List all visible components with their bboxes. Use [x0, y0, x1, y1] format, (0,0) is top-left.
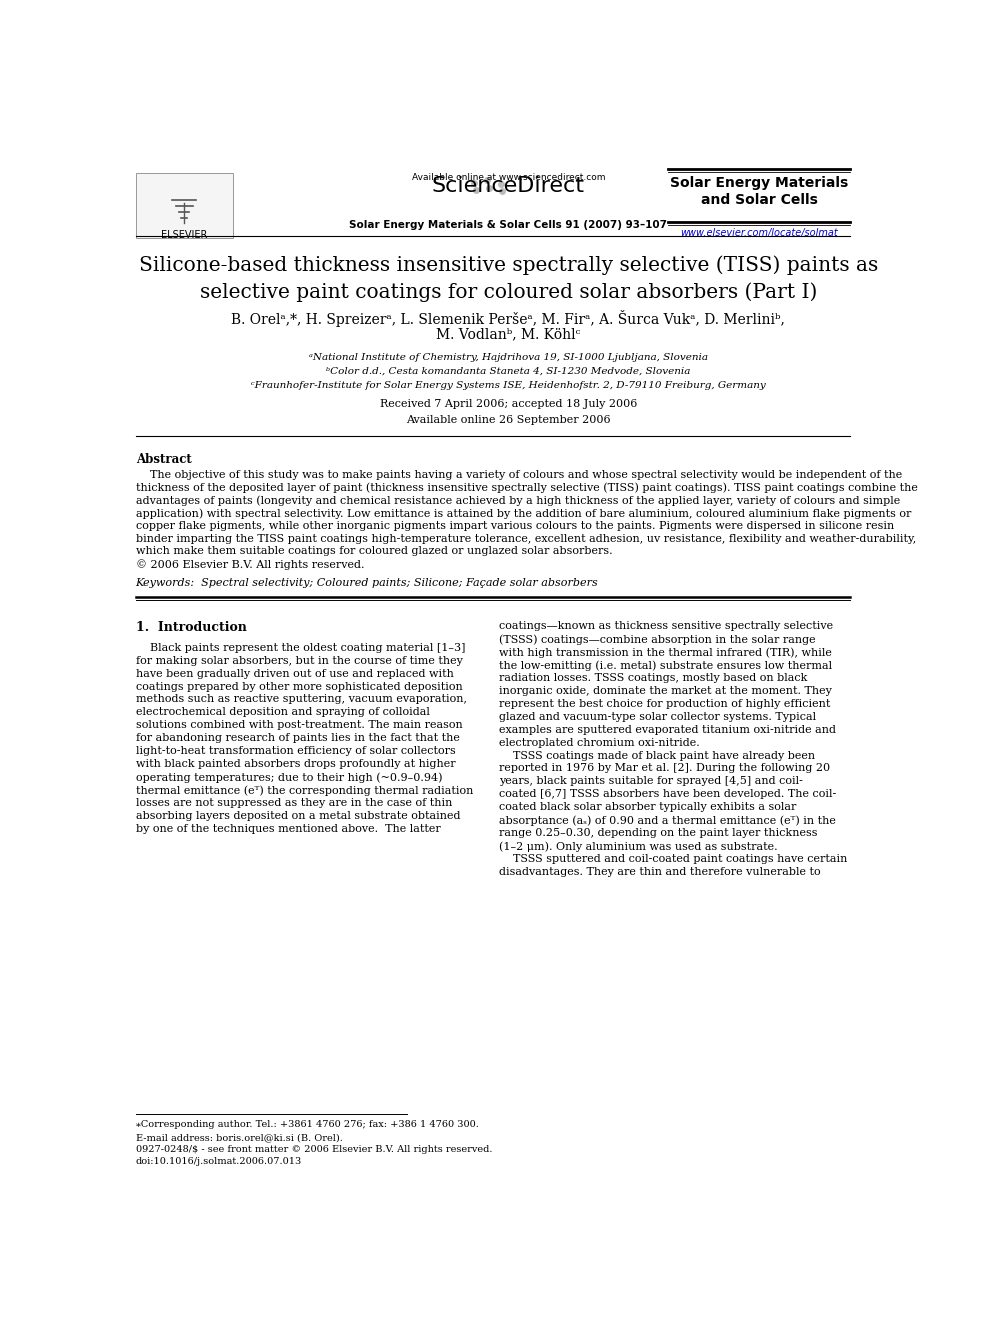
Text: represent the best choice for production of highly efficient: represent the best choice for production… — [499, 699, 830, 709]
Text: disadvantages. They are thin and therefore vulnerable to: disadvantages. They are thin and therefo… — [499, 867, 820, 877]
Text: range 0.25–0.30, depending on the paint layer thickness: range 0.25–0.30, depending on the paint … — [499, 828, 817, 839]
Text: solutions combined with post-treatment. The main reason: solutions combined with post-treatment. … — [136, 720, 462, 730]
Text: ScienceDirect: ScienceDirect — [432, 176, 585, 197]
Text: Received 7 April 2006; accepted 18 July 2006: Received 7 April 2006; accepted 18 July … — [380, 400, 637, 409]
Text: TSSS coatings made of black paint have already been: TSSS coatings made of black paint have a… — [499, 750, 814, 761]
Text: 0927-0248/$ - see front matter © 2006 Elsevier B.V. All rights reserved.: 0927-0248/$ - see front matter © 2006 El… — [136, 1146, 492, 1154]
Text: Abstract: Abstract — [136, 454, 191, 466]
Text: inorganic oxide, dominate the market at the moment. They: inorganic oxide, dominate the market at … — [499, 685, 831, 696]
Text: electrochemical deposition and spraying of colloidal: electrochemical deposition and spraying … — [136, 708, 430, 717]
Text: by one of the techniques mentioned above.  The latter: by one of the techniques mentioned above… — [136, 824, 440, 833]
Text: application) with spectral selectivity. Low emittance is attained by the additio: application) with spectral selectivity. … — [136, 508, 911, 519]
Text: copper flake pigments, while other inorganic pigments impart various colours to : copper flake pigments, while other inorg… — [136, 521, 894, 531]
Text: electroplated chromium oxi-nitride.: electroplated chromium oxi-nitride. — [499, 737, 699, 747]
Text: coatings—known as thickness sensitive spectrally selective: coatings—known as thickness sensitive sp… — [499, 620, 833, 631]
Text: 1.  Introduction: 1. Introduction — [136, 620, 246, 634]
Text: with black painted absorbers drops profoundly at higher: with black painted absorbers drops profo… — [136, 759, 455, 769]
Text: which make them suitable coatings for coloured glazed or unglazed solar absorber: which make them suitable coatings for co… — [136, 546, 612, 557]
FancyBboxPatch shape — [136, 172, 232, 238]
Text: Solar Energy Materials
and Solar Cells: Solar Energy Materials and Solar Cells — [670, 176, 848, 206]
Text: (1–2 μm). Only aluminium was used as substrate.: (1–2 μm). Only aluminium was used as sub… — [499, 841, 778, 852]
Text: coated [6,7] TSSS absorbers have been developed. The coil-: coated [6,7] TSSS absorbers have been de… — [499, 790, 836, 799]
Text: years, black paints suitable for sprayed [4,5] and coil-: years, black paints suitable for sprayed… — [499, 777, 803, 786]
Text: have been gradually driven out of use and replaced with: have been gradually driven out of use an… — [136, 668, 453, 679]
Text: thermal emittance (eᵀ) the corresponding thermal radiation: thermal emittance (eᵀ) the corresponding… — [136, 785, 473, 795]
Text: Solar Energy Materials & Solar Cells 91 (2007) 93–107: Solar Energy Materials & Solar Cells 91 … — [349, 221, 668, 230]
Text: losses are not suppressed as they are in the case of thin: losses are not suppressed as they are in… — [136, 798, 452, 808]
Text: Available online at www.sciencedirect.com: Available online at www.sciencedirect.co… — [412, 172, 605, 181]
Text: radiation losses. TSSS coatings, mostly based on black: radiation losses. TSSS coatings, mostly … — [499, 673, 807, 683]
Text: absorptance (aₛ) of 0.90 and a thermal emittance (eᵀ) in the: absorptance (aₛ) of 0.90 and a thermal e… — [499, 815, 835, 826]
Text: TSSS sputtered and coil-coated paint coatings have certain: TSSS sputtered and coil-coated paint coa… — [499, 853, 847, 864]
Text: ᵃNational Institute of Chemistry, Hajdrihova 19, SI-1000 Ljubljana, Slovenia: ᵃNational Institute of Chemistry, Hajdri… — [309, 353, 708, 361]
Text: M. Vodlanᵇ, M. Köhlᶜ: M. Vodlanᵇ, M. Köhlᶜ — [436, 327, 580, 341]
Text: for making solar absorbers, but in the course of time they: for making solar absorbers, but in the c… — [136, 656, 462, 665]
Text: with high transmission in the thermal infrared (TIR), while: with high transmission in the thermal in… — [499, 647, 831, 658]
Text: coatings prepared by other more sophisticated deposition: coatings prepared by other more sophisti… — [136, 681, 462, 692]
Text: doi:10.1016/j.solmat.2006.07.013: doi:10.1016/j.solmat.2006.07.013 — [136, 1158, 302, 1167]
Text: glazed and vacuum-type solar collector systems. Typical: glazed and vacuum-type solar collector s… — [499, 712, 815, 722]
Text: ᵇColor d.d., Cesta komandanta Staneta 4, SI-1230 Medvode, Slovenia: ᵇColor d.d., Cesta komandanta Staneta 4,… — [326, 366, 690, 376]
Text: E-mail address: boris.orel@ki.si (B. Orel).: E-mail address: boris.orel@ki.si (B. Ore… — [136, 1134, 342, 1143]
Text: ⁎Corresponding author. Tel.: +3861 4760 276; fax: +386 1 4760 300.: ⁎Corresponding author. Tel.: +3861 4760 … — [136, 1121, 478, 1130]
Text: for abandoning research of paints lies in the fact that the: for abandoning research of paints lies i… — [136, 733, 459, 744]
Text: © 2006 Elsevier B.V. All rights reserved.: © 2006 Elsevier B.V. All rights reserved… — [136, 560, 364, 570]
Text: thickness of the deposited layer of paint (thickness insensitive spectrally sele: thickness of the deposited layer of pain… — [136, 483, 918, 493]
Text: Silicone-based thickness insensitive spectrally selective (TISS) paints as
selec: Silicone-based thickness insensitive spe… — [139, 255, 878, 302]
Text: Black paints represent the oldest coating material [1–3]: Black paints represent the oldest coatin… — [136, 643, 465, 652]
Text: B. Orelᵃ,*, H. Spreizerᵃ, L. Slemenik Peršeᵃ, M. Firᵃ, A. Šurca Vukᵃ, D. Merlini: B. Orelᵃ,*, H. Spreizerᵃ, L. Slemenik Pe… — [231, 311, 786, 328]
Text: light-to-heat transformation efficiency of solar collectors: light-to-heat transformation efficiency … — [136, 746, 455, 757]
Text: ELSEVIER: ELSEVIER — [161, 230, 207, 241]
Text: ᶜFraunhofer-Institute for Solar Energy Systems ISE, Heidenhofstr. 2, D-79110 Fre: ᶜFraunhofer-Institute for Solar Energy S… — [251, 381, 766, 390]
Text: examples are sputtered evaporated titanium oxi-nitride and: examples are sputtered evaporated titani… — [499, 725, 835, 734]
Text: absorbing layers deposited on a metal substrate obtained: absorbing layers deposited on a metal su… — [136, 811, 460, 820]
Text: (TSSS) coatings—combine absorption in the solar range: (TSSS) coatings—combine absorption in th… — [499, 634, 815, 644]
Text: operating temperatures; due to their high (~0.9–0.94): operating temperatures; due to their hig… — [136, 773, 442, 783]
Text: Available online 26 September 2006: Available online 26 September 2006 — [406, 415, 611, 425]
Text: binder imparting the TISS paint coatings high-temperature tolerance, excellent a: binder imparting the TISS paint coatings… — [136, 533, 916, 544]
Text: the low-emitting (i.e. metal) substrate ensures low thermal: the low-emitting (i.e. metal) substrate … — [499, 660, 832, 671]
Text: The objective of this study was to make paints having a variety of colours and w: The objective of this study was to make … — [136, 470, 902, 480]
Text: reported in 1976 by Mar et al. [2]. During the following 20: reported in 1976 by Mar et al. [2]. Duri… — [499, 763, 830, 774]
Text: methods such as reactive sputtering, vacuum evaporation,: methods such as reactive sputtering, vac… — [136, 695, 466, 704]
Text: www.elsevier.com/locate/solmat: www.elsevier.com/locate/solmat — [681, 228, 838, 238]
Text: coated black solar absorber typically exhibits a solar: coated black solar absorber typically ex… — [499, 802, 797, 812]
Text: advantages of paints (longevity and chemical resistance achieved by a high thick: advantages of paints (longevity and chem… — [136, 496, 900, 507]
Text: Keywords:  Spectral selectivity; Coloured paints; Silicone; Façade solar absorbe: Keywords: Spectral selectivity; Coloured… — [136, 578, 598, 587]
